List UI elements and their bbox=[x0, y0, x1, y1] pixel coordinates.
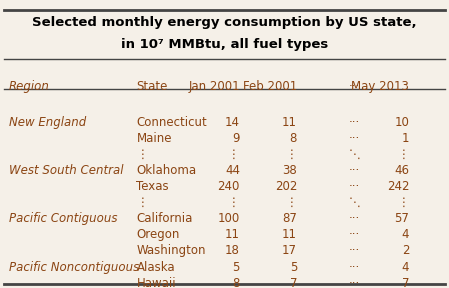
Text: 11: 11 bbox=[282, 228, 297, 241]
Text: 4: 4 bbox=[402, 261, 409, 274]
Text: 18: 18 bbox=[225, 245, 240, 257]
Text: 7: 7 bbox=[290, 277, 297, 288]
Text: 5: 5 bbox=[290, 261, 297, 274]
Text: 14: 14 bbox=[225, 116, 240, 129]
Text: ⋮: ⋮ bbox=[397, 196, 409, 209]
Text: Oregon: Oregon bbox=[136, 228, 180, 241]
Text: ⋱: ⋱ bbox=[348, 148, 360, 161]
Text: 8: 8 bbox=[233, 277, 240, 288]
Text: 1: 1 bbox=[402, 132, 409, 145]
Text: 242: 242 bbox=[387, 180, 409, 193]
Text: ⋮: ⋮ bbox=[136, 148, 148, 161]
Text: Selected monthly energy consumption by US state,: Selected monthly energy consumption by U… bbox=[32, 16, 417, 29]
Text: 11: 11 bbox=[282, 116, 297, 129]
Text: 46: 46 bbox=[394, 164, 409, 177]
Text: Alaska: Alaska bbox=[136, 261, 175, 274]
Text: ···: ··· bbox=[349, 116, 360, 129]
Text: 8: 8 bbox=[290, 132, 297, 145]
Text: California: California bbox=[136, 212, 193, 225]
Text: ⋮: ⋮ bbox=[286, 196, 297, 209]
Text: 11: 11 bbox=[225, 228, 240, 241]
Text: ···: ··· bbox=[349, 277, 360, 288]
Text: Maine: Maine bbox=[136, 132, 172, 145]
Text: 9: 9 bbox=[233, 132, 240, 145]
Text: Connecticut: Connecticut bbox=[136, 116, 207, 129]
Text: Hawaii: Hawaii bbox=[136, 277, 176, 288]
Text: ···: ··· bbox=[349, 180, 360, 193]
Text: ···: ··· bbox=[349, 261, 360, 274]
Text: 17: 17 bbox=[282, 245, 297, 257]
Text: ···: ··· bbox=[349, 81, 360, 94]
Text: Texas: Texas bbox=[136, 180, 169, 193]
Text: 100: 100 bbox=[218, 212, 240, 225]
Text: 5: 5 bbox=[233, 261, 240, 274]
Text: ⋮: ⋮ bbox=[397, 148, 409, 161]
Text: 10: 10 bbox=[394, 116, 409, 129]
Text: ···: ··· bbox=[349, 245, 360, 257]
Text: Oklahoma: Oklahoma bbox=[136, 164, 197, 177]
Text: ⋮: ⋮ bbox=[228, 148, 240, 161]
Text: State: State bbox=[136, 81, 168, 94]
Text: 38: 38 bbox=[282, 164, 297, 177]
Text: 4: 4 bbox=[402, 228, 409, 241]
Text: 87: 87 bbox=[282, 212, 297, 225]
Text: ⋮: ⋮ bbox=[136, 196, 148, 209]
Text: ···: ··· bbox=[349, 212, 360, 225]
Text: in 10⁷ MMBtu, all fuel types: in 10⁷ MMBtu, all fuel types bbox=[121, 38, 328, 51]
Text: ···: ··· bbox=[349, 132, 360, 145]
Text: West South Central: West South Central bbox=[9, 164, 123, 177]
Text: Pacific Contiguous: Pacific Contiguous bbox=[9, 212, 117, 225]
Text: ···: ··· bbox=[349, 228, 360, 241]
Text: New England: New England bbox=[9, 116, 86, 129]
Text: Region: Region bbox=[9, 81, 50, 94]
Text: Feb 2001: Feb 2001 bbox=[243, 81, 297, 94]
Text: ⋮: ⋮ bbox=[228, 196, 240, 209]
Text: 2: 2 bbox=[402, 245, 409, 257]
Text: 240: 240 bbox=[217, 180, 240, 193]
Text: ⋮: ⋮ bbox=[286, 148, 297, 161]
Text: 202: 202 bbox=[275, 180, 297, 193]
Text: Washington: Washington bbox=[136, 245, 206, 257]
Text: ⋱: ⋱ bbox=[348, 196, 360, 209]
Text: ···: ··· bbox=[349, 164, 360, 177]
Text: 44: 44 bbox=[225, 164, 240, 177]
Text: Pacific Noncontiguous: Pacific Noncontiguous bbox=[9, 261, 139, 274]
Text: 7: 7 bbox=[402, 277, 409, 288]
Text: May 2013: May 2013 bbox=[352, 81, 409, 94]
Text: Jan 2001: Jan 2001 bbox=[188, 81, 240, 94]
Text: 57: 57 bbox=[394, 212, 409, 225]
